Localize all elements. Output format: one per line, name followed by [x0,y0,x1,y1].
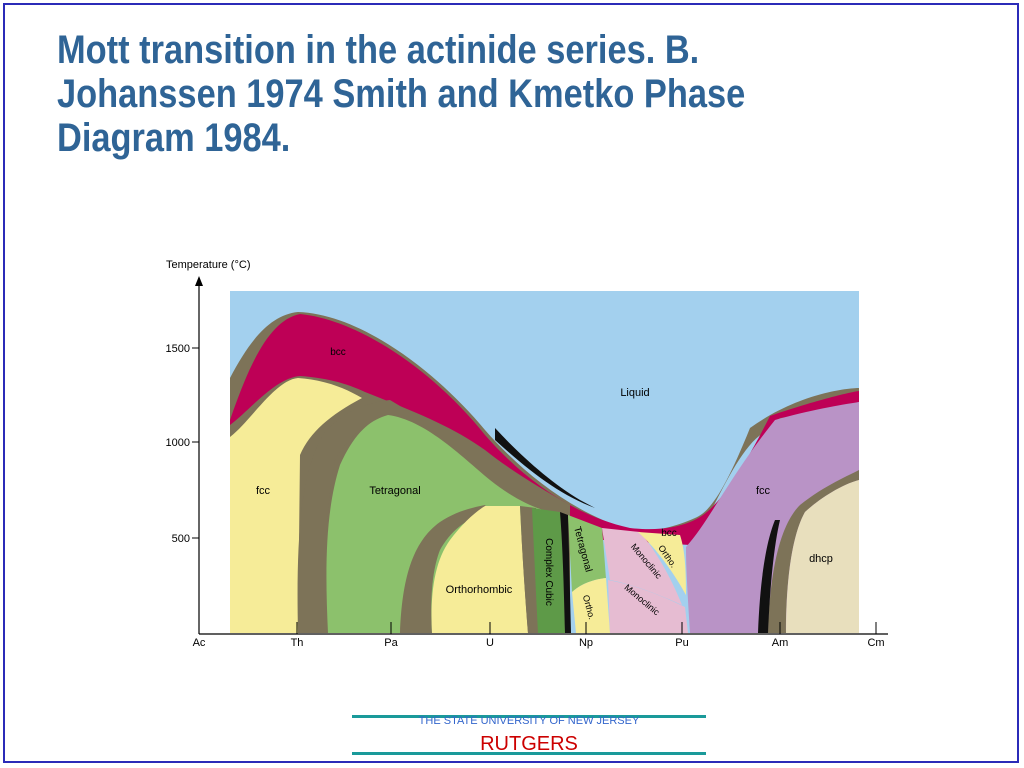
y-axis-label: Temperature (°C) [166,259,250,271]
bcc-top-label: bcc [330,347,346,358]
bcc-pu-label: bcc [661,528,677,539]
slide-frame [3,3,1019,763]
tetragonal-left-label: Tetragonal [369,485,420,497]
monoclinic-lower-region [608,580,688,633]
x-tick-label: Np [579,637,593,649]
fcc-left-label: fcc [256,485,271,497]
x-tick-label: Th [291,637,304,649]
two-phase-band-pa [400,505,490,633]
y-tick-label: 1000 [166,437,190,449]
dhcp-region [786,480,859,633]
x-tick-label: U [486,637,494,649]
logo-name-text: RUTGERS [480,733,578,755]
black-band-np [560,512,571,633]
x-tick-label: Pa [384,637,398,649]
two-phase-band-fcc-tetragonal [297,400,410,633]
y-ticks: 1500 1000 500 [166,343,199,545]
liquid-label: Liquid [620,387,649,399]
y-tick-label: 1500 [166,343,190,355]
orthorhombic-label: Orthorhombic [446,584,513,596]
x-tick-label: Pu [675,637,688,649]
logo-top-rule [352,715,706,718]
x-tick-label: Am [772,637,789,649]
x-tick-label: Ac [193,637,206,649]
dhcp-label: dhcp [809,553,833,565]
black-band-right [758,520,780,633]
orthorhombic-region [431,506,528,633]
slide-title: Mott transition in the actinide series. … [57,28,746,160]
monoclinic-upper-region [602,528,682,605]
x-ticks: Ac Th Pa U Np Pu Am Cm [193,622,885,649]
fcc-right-label: fcc [756,485,771,497]
logo-bottom-rule [352,752,706,755]
rutgers-logo: THE STATE UNIVERSITY OF NEW JERSEY RUTGE… [352,713,706,757]
complex-cubic-label: Complex Cubic [543,538,554,606]
complex-cubic-region [532,508,565,633]
logo-university-text: THE STATE UNIVERSITY OF NEW JERSEY [418,715,640,727]
y-tick-label: 500 [172,533,190,545]
y-axis-arrow [195,276,203,286]
tetragonal-np-region [568,515,606,592]
ortho-pu-region [638,532,686,595]
x-tick-label: Cm [867,637,884,649]
two-phase-band-right [768,470,859,633]
phase-diagram: Temperature (°C) 1500 1000 500 Ac Th Pa U Np Pu… [166,259,888,649]
ortho-np-region [572,578,610,633]
fcc-left-region [230,378,362,633]
